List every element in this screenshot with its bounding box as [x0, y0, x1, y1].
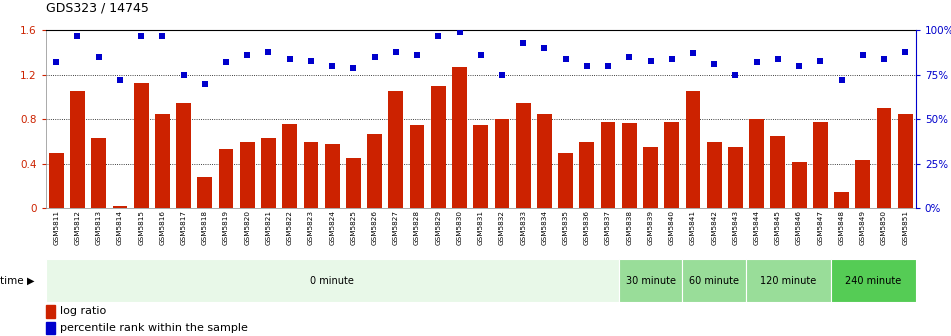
Bar — [495, 119, 510, 208]
Bar — [791, 162, 806, 208]
Point — [91, 54, 107, 60]
Bar — [474, 125, 488, 208]
Bar — [134, 83, 148, 208]
Bar — [898, 114, 913, 208]
Point — [728, 72, 743, 78]
Bar — [367, 134, 382, 208]
Bar — [176, 102, 191, 208]
Bar — [643, 147, 658, 208]
Bar — [770, 136, 786, 208]
Point — [664, 56, 679, 61]
Point — [686, 51, 701, 56]
Bar — [346, 158, 360, 208]
Point — [388, 49, 403, 54]
Point — [219, 59, 234, 65]
Point — [69, 33, 85, 38]
Point — [579, 63, 594, 69]
Text: 60 minute: 60 minute — [689, 276, 739, 286]
Point — [176, 72, 191, 78]
Point — [643, 58, 658, 63]
Bar — [537, 114, 552, 208]
Point — [495, 72, 510, 78]
Point — [133, 33, 148, 38]
Point — [410, 52, 425, 58]
Text: 0 minute: 0 minute — [310, 276, 354, 286]
Point — [770, 56, 786, 61]
Point — [112, 77, 127, 83]
Bar — [749, 119, 764, 208]
Bar — [579, 141, 594, 208]
Bar — [686, 91, 700, 208]
Bar — [515, 102, 531, 208]
Bar — [262, 138, 276, 208]
Bar — [431, 86, 446, 208]
Point — [282, 56, 298, 61]
Point — [324, 63, 340, 69]
Bar — [282, 124, 297, 208]
Bar — [855, 161, 870, 208]
Point — [791, 63, 806, 69]
Point — [197, 81, 212, 86]
Bar — [388, 91, 403, 208]
Bar — [112, 206, 127, 208]
Bar — [619, 259, 683, 302]
Bar — [622, 123, 637, 208]
Bar — [452, 67, 467, 208]
Bar — [831, 259, 916, 302]
Point — [515, 40, 531, 45]
Text: 30 minute: 30 minute — [626, 276, 675, 286]
Bar — [683, 259, 746, 302]
Bar — [728, 147, 743, 208]
Point — [600, 63, 615, 69]
Text: GDS323 / 14745: GDS323 / 14745 — [46, 2, 148, 15]
Point — [536, 45, 552, 51]
Bar — [91, 138, 107, 208]
Text: percentile rank within the sample: percentile rank within the sample — [60, 323, 248, 333]
Bar — [155, 114, 170, 208]
Bar — [46, 305, 55, 318]
Bar — [46, 322, 55, 334]
Bar — [558, 153, 573, 208]
Text: 240 minute: 240 minute — [845, 276, 902, 286]
Point — [431, 33, 446, 38]
Bar — [877, 108, 891, 208]
Point — [558, 56, 573, 61]
Point — [707, 61, 722, 67]
Point — [49, 59, 64, 65]
Point — [452, 29, 467, 35]
Point — [834, 77, 849, 83]
Point — [240, 52, 255, 58]
Point — [813, 58, 828, 63]
Bar — [601, 122, 615, 208]
Point — [473, 52, 489, 58]
Point — [855, 52, 870, 58]
Bar — [240, 141, 255, 208]
Point — [303, 58, 319, 63]
Bar — [46, 259, 619, 302]
Point — [898, 49, 913, 54]
Bar — [813, 122, 827, 208]
Bar — [410, 125, 424, 208]
Bar — [665, 122, 679, 208]
Bar — [70, 91, 85, 208]
Bar — [834, 192, 849, 208]
Text: 120 minute: 120 minute — [761, 276, 817, 286]
Point — [155, 33, 170, 38]
Text: log ratio: log ratio — [60, 306, 107, 316]
Point — [622, 54, 637, 60]
Bar — [49, 153, 64, 208]
Bar — [707, 141, 722, 208]
Bar — [303, 141, 319, 208]
Bar — [324, 144, 340, 208]
Point — [367, 54, 382, 60]
Point — [749, 59, 765, 65]
Bar — [746, 259, 831, 302]
Point — [346, 65, 361, 70]
Bar — [198, 177, 212, 208]
Text: time: time — [0, 276, 27, 286]
Point — [877, 56, 892, 61]
Point — [261, 49, 276, 54]
Bar — [219, 149, 234, 208]
Text: ▶: ▶ — [27, 276, 34, 286]
